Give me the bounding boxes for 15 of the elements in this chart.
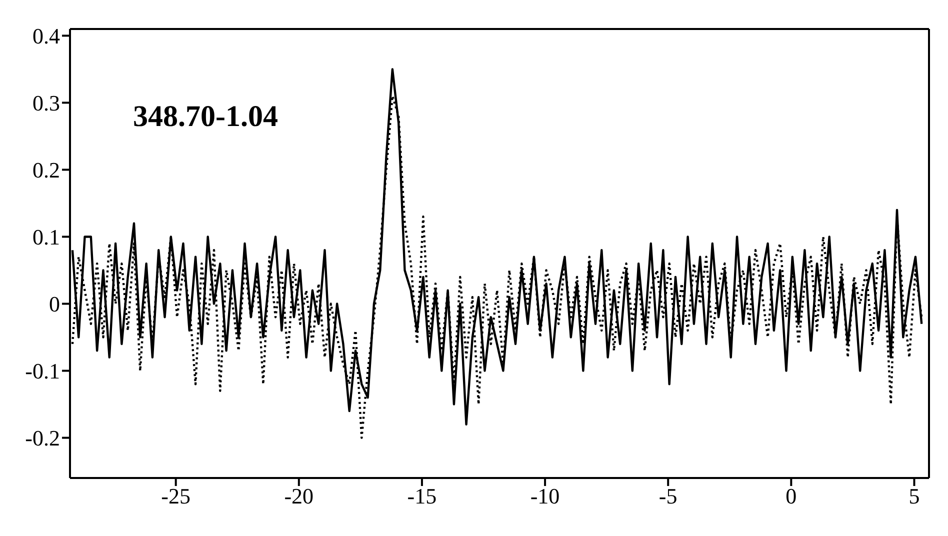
- x-tick-label: -25: [161, 484, 190, 509]
- y-tick-label: -0.2: [25, 426, 60, 451]
- y-tick-label: 0.2: [32, 158, 60, 183]
- y-tick-label: 0: [49, 292, 60, 317]
- x-tick-label: -15: [407, 484, 437, 509]
- x-tick-label: 5: [908, 484, 920, 509]
- y-tick-label: -0.1: [25, 358, 60, 384]
- annotation: 348.70-1.04: [133, 100, 278, 134]
- y-tick-label: 0.4: [32, 24, 60, 49]
- y-tick-label: 0.1: [32, 224, 60, 250]
- x-tick-label: -20: [284, 484, 314, 509]
- x-tick-label: 0: [786, 484, 797, 509]
- x-tick-label: -10: [530, 484, 560, 509]
- x-tick-label: -5: [658, 484, 678, 509]
- y-tick-label: 0.3: [32, 90, 60, 116]
